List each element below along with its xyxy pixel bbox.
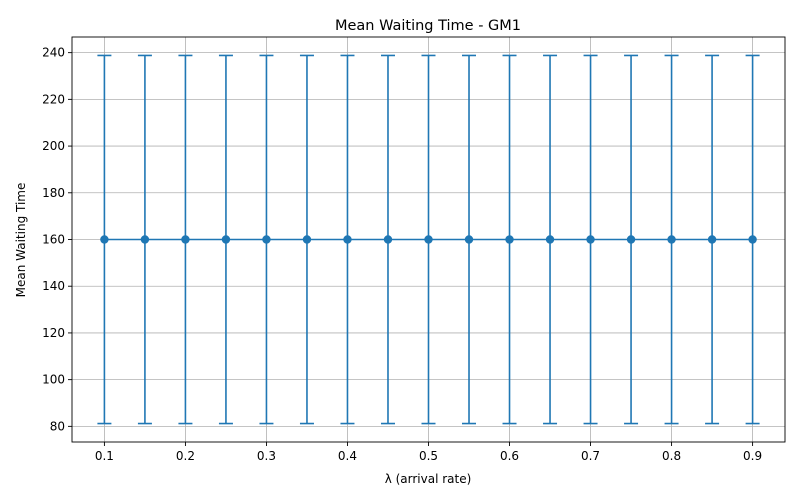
data-point xyxy=(262,235,271,244)
x-tick-label: 0.3 xyxy=(257,449,276,463)
x-tick-label: 0.6 xyxy=(500,449,519,463)
x-tick-label: 0.2 xyxy=(176,449,195,463)
y-tick-label: 180 xyxy=(42,186,65,200)
data-point xyxy=(424,235,433,244)
data-point xyxy=(505,235,514,244)
data-point xyxy=(221,235,231,244)
axes-layer: 0.1 0.2 0.3 0.4 0.5 0.6 0.7 0.8 0.9 80 100 120 140 16… xyxy=(42,36,786,463)
data-point xyxy=(181,235,190,244)
data-point xyxy=(383,235,393,244)
data-point xyxy=(586,235,595,244)
data-point xyxy=(100,235,109,244)
y-tick-label: 100 xyxy=(42,373,65,387)
y-axis-label: Mean Waiting Time xyxy=(14,183,28,298)
chart-title: Mean Waiting Time - GM1 xyxy=(335,18,521,34)
y-tick-label: 120 xyxy=(42,326,65,340)
y-tick-label: 220 xyxy=(42,92,65,106)
data-point xyxy=(343,235,352,244)
data-point xyxy=(140,235,150,244)
y-tick-label: 200 xyxy=(42,139,65,153)
y-tick-label: 160 xyxy=(42,233,65,247)
data-layer xyxy=(97,54,760,425)
x-tick-label: 0.5 xyxy=(419,449,438,463)
y-tick-label: 240 xyxy=(42,46,65,60)
data-point xyxy=(545,235,555,244)
y-tick-label: 80 xyxy=(50,419,65,433)
data-point xyxy=(707,235,717,244)
x-axis-label: λ (arrival rate) xyxy=(385,472,472,486)
data-point xyxy=(626,235,636,244)
x-tick-label: 0.7 xyxy=(581,449,600,463)
data-point xyxy=(748,235,757,244)
data-point xyxy=(302,235,312,244)
x-tick-label: 0.4 xyxy=(338,449,357,463)
x-tick-label: 0.9 xyxy=(743,449,762,463)
x-tick-label: 0.1 xyxy=(95,449,114,463)
data-point xyxy=(667,235,676,244)
x-tick-label: 0.8 xyxy=(662,449,681,463)
y-tick-label: 140 xyxy=(42,279,65,293)
data-point xyxy=(464,235,474,244)
